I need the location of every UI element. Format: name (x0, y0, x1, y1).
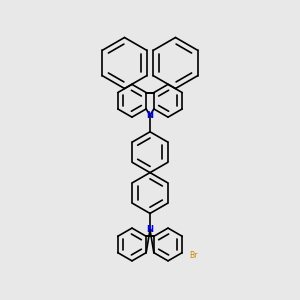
Text: N: N (146, 225, 154, 234)
Text: Br: Br (190, 251, 198, 260)
Text: N: N (146, 111, 154, 120)
